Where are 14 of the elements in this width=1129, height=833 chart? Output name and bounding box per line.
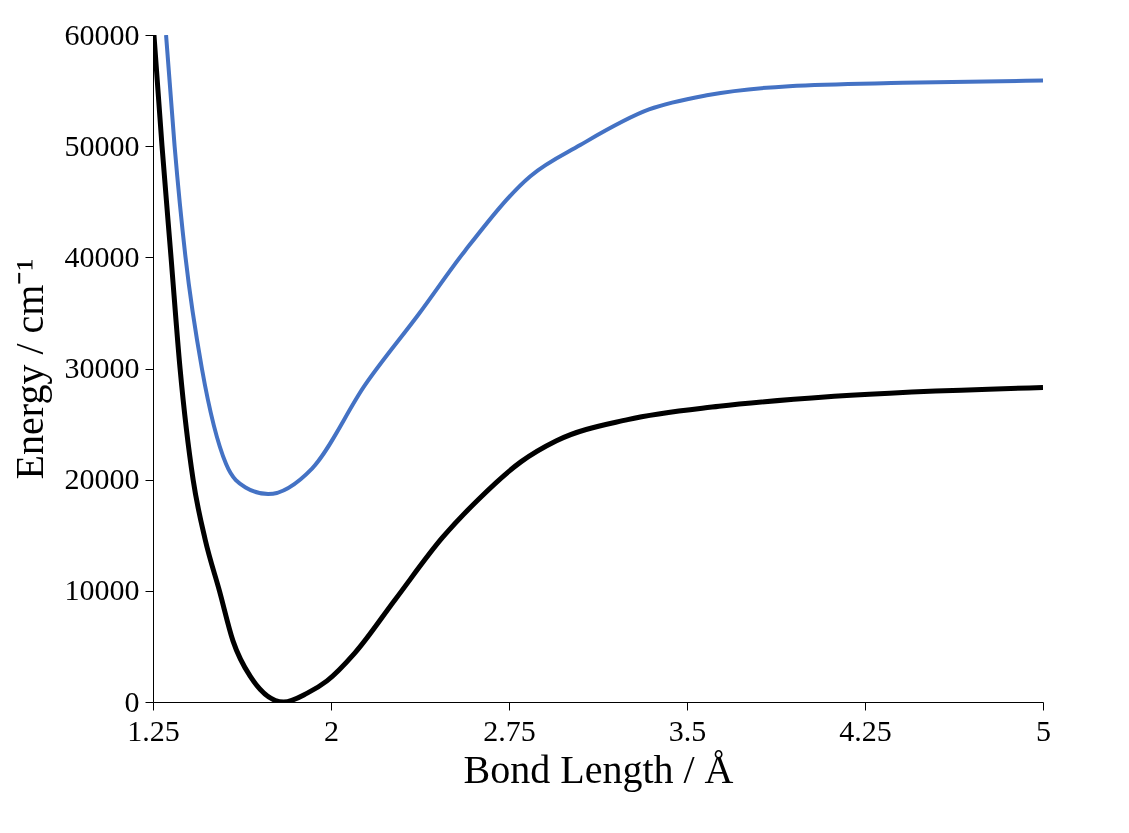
y-tick-label: 40000 <box>64 239 140 273</box>
y-axis-title: Energy / cm⁻¹ <box>6 258 52 480</box>
x-tick-label: 4.25 <box>839 713 892 747</box>
y-tick-label: 50000 <box>64 128 140 162</box>
x-tick-label: 3.5 <box>668 713 707 747</box>
y-tick-label: 20000 <box>64 462 140 496</box>
x-axis-title: Bond Length / Å <box>463 746 734 792</box>
line-series <box>164 35 1043 497</box>
y-tick-label: 30000 <box>64 351 140 384</box>
y-tick-label: 60000 <box>64 17 140 51</box>
x-tick-label: 2.75 <box>483 713 536 747</box>
x-tick-label: 5 <box>1036 713 1051 747</box>
y-tick-label: 10000 <box>64 573 140 607</box>
x-tick-label: 2 <box>324 713 339 747</box>
